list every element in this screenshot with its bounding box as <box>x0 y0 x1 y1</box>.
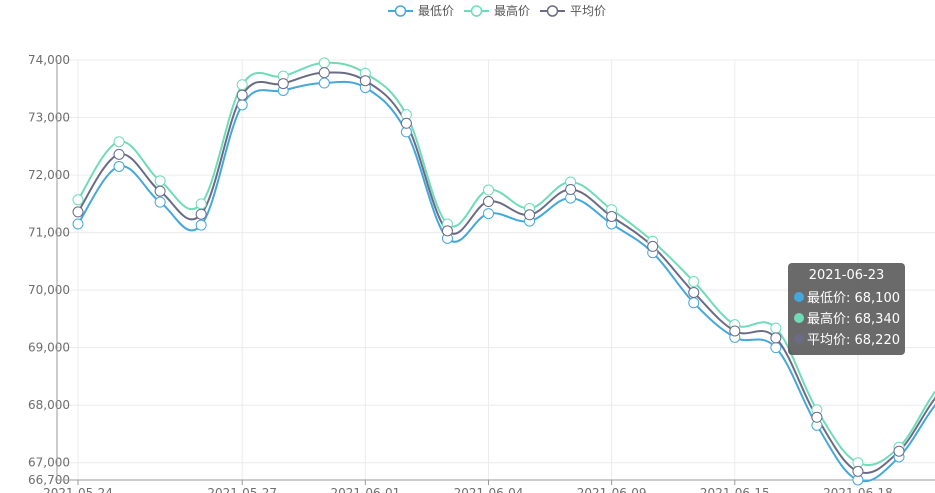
data-point <box>318 67 330 79</box>
axes: 66,700 67,000 68,000 69,000 70,000 71,000 72,0… <box>28 53 935 493</box>
data-point <box>236 99 248 111</box>
data-point <box>606 210 618 222</box>
y-tick-label: 72,000 <box>28 168 70 182</box>
data-point <box>688 276 700 288</box>
data-point <box>154 185 166 197</box>
tooltip-label-high: 最高价: 68,340 <box>807 312 900 327</box>
series-line-1 <box>77 61 935 467</box>
x-tick-label: 2021-06-04 <box>454 486 524 493</box>
grid-lines <box>57 59 935 481</box>
tooltip-label-avg: 平均价: 68,220 <box>807 333 900 348</box>
y-tick-label: 67,000 <box>28 456 70 470</box>
data-point <box>195 208 207 220</box>
y-tick-label: 69,000 <box>28 341 70 355</box>
x-tick-label: 2021-05-27 <box>207 486 277 493</box>
tooltip-label-low: 最低价: 68,100 <box>807 291 900 306</box>
data-point <box>195 198 207 210</box>
series-line-0 <box>77 80 935 483</box>
data-point <box>483 196 494 208</box>
data-point <box>72 218 84 230</box>
data-point <box>483 208 494 220</box>
y-tick-label: 71,000 <box>28 226 70 240</box>
y-tick-label: 73,000 <box>28 111 70 125</box>
data-point <box>565 183 577 195</box>
data-point <box>647 240 659 252</box>
data-point <box>236 79 248 91</box>
y-tick-label: 70,000 <box>28 283 70 297</box>
y-tick-label: 66,700 <box>28 473 70 487</box>
x-tick-label: 2021-06-15 <box>700 486 770 493</box>
legend-item-2[interactable]: 平均价 <box>540 4 606 18</box>
tooltip-dot-high <box>794 312 804 323</box>
legend-label: 最低价 <box>418 4 454 18</box>
data-point <box>72 194 84 206</box>
legend-label: 最高价 <box>494 3 530 18</box>
tooltip-date: 2021-06-23 <box>808 268 885 283</box>
tooltip-row-high: 最高价: 68,340 <box>794 307 900 328</box>
data-point <box>154 175 166 187</box>
tooltip: 2021-06-23 最低价: 68,100 最高价: 68,340 平均价: … <box>788 263 905 355</box>
x-tick-label: 2021-06-18 <box>823 486 893 493</box>
legend-marker <box>546 5 559 17</box>
tooltip-dot-avg <box>794 333 804 344</box>
data-point <box>811 411 823 423</box>
data-point <box>318 57 330 69</box>
data-point <box>400 117 412 129</box>
data-point <box>441 225 453 237</box>
data-point <box>72 206 84 218</box>
legend-label: 平均价 <box>570 4 606 18</box>
x-tick-label: 2021-06-09 <box>577 486 647 493</box>
data-point <box>195 219 207 231</box>
data-point <box>113 148 125 160</box>
tooltip-row-avg: 平均价: 68,220 <box>794 328 900 349</box>
data-point <box>770 322 782 334</box>
data-point <box>524 209 536 221</box>
series-lines <box>77 61 935 483</box>
data-point <box>770 342 782 354</box>
y-tick-label: 74,000 <box>28 53 70 67</box>
data-point <box>236 89 248 101</box>
data-point <box>688 297 700 309</box>
tooltip-row-low: 最低价: 68,100 <box>794 286 900 307</box>
legend[interactable]: 最低价 最高价 平均价 <box>388 3 606 18</box>
data-point <box>154 196 166 208</box>
y-tick-label: 68,000 <box>28 398 70 412</box>
legend-marker <box>470 5 483 17</box>
legend-item-0[interactable]: 最低价 <box>388 4 454 18</box>
x-tick-label: 2021-06-01 <box>330 486 400 493</box>
legend-marker <box>394 5 407 17</box>
data-point <box>688 286 700 298</box>
data-point <box>893 445 905 457</box>
data-point <box>113 136 125 148</box>
series-points <box>72 57 905 486</box>
data-point <box>770 332 782 344</box>
data-point <box>318 77 330 89</box>
data-point <box>729 325 741 337</box>
x-tick-label: 2021-05-24 <box>43 486 113 493</box>
tooltip-dot-low <box>794 291 804 302</box>
legend-item-1[interactable]: 最高价 <box>464 3 530 18</box>
data-point <box>852 465 864 477</box>
data-point <box>359 75 371 87</box>
data-point <box>113 160 125 172</box>
data-point <box>483 184 494 196</box>
series-line-2 <box>77 71 935 474</box>
data-point <box>277 78 289 90</box>
